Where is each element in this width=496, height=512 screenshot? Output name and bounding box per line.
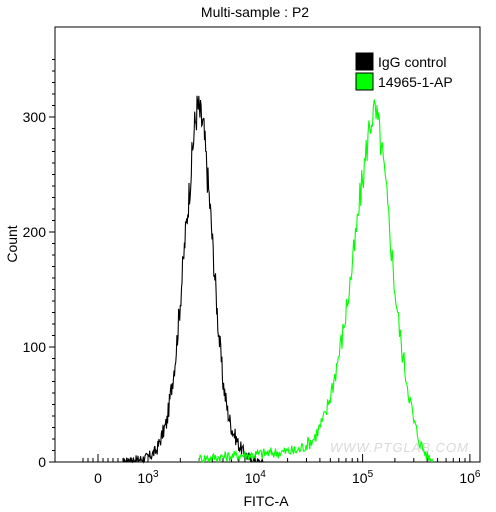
legend-label: 14965-1-AP [378, 74, 453, 90]
legend-swatch [355, 52, 374, 71]
y-tick-label: 300 [23, 109, 47, 125]
plot-frame [54, 26, 481, 463]
x-axis-label: FITC-A [243, 493, 289, 509]
x-tick-label: 104 [245, 469, 267, 486]
x-tick-exponent: 6 [475, 469, 481, 480]
series-line-0 [122, 95, 266, 464]
x-tick-label: 105 [352, 469, 374, 486]
x-tick-label: 106 [459, 469, 481, 486]
x-tick-label: 0 [94, 470, 102, 486]
y-tick-label: 200 [23, 224, 47, 240]
chart-title: Multi-sample : P2 [201, 4, 309, 20]
series-line-1 [198, 99, 434, 464]
x-tick-label: 103 [137, 469, 159, 486]
series-layer [122, 95, 434, 464]
y-tick-label: 0 [38, 454, 46, 470]
x-tick-exponent: 4 [260, 469, 266, 480]
legend: IgG control 14965-1-AP [355, 52, 453, 91]
y-tick-label: 100 [23, 339, 47, 355]
y-axis-label: Count [4, 225, 20, 262]
x-tick-exponent: 3 [153, 469, 159, 480]
watermark: WWW.PTGLAB.COM [330, 440, 469, 455]
legend-label: IgG control [378, 54, 446, 70]
y-axis-ticks: 0 100 200 300 [23, 59, 55, 470]
x-tick-exponent: 5 [368, 469, 374, 480]
legend-swatch [355, 72, 374, 91]
